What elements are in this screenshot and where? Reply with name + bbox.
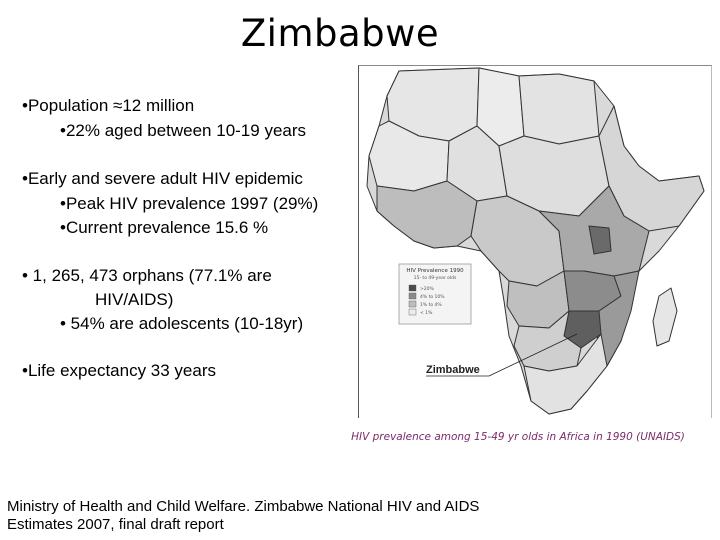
legend-label-1: >20% — [420, 286, 434, 292]
region-south-africa — [523, 333, 608, 415]
africa-map: HIV Prevalence 1990 15- to 49-year olds … — [358, 65, 712, 418]
africa-map-graphic: HIV Prevalence 1990 15- to 49-year olds … — [366, 67, 705, 415]
source-line-1: Ministry of Health and Child Welfare. Zi… — [7, 498, 480, 515]
zimbabwe-callout: Zimbabwe — [426, 333, 578, 377]
legend-subtitle: 15- to 49-year olds — [414, 275, 457, 281]
bullet-orphans-continued: HIV/AIDS) — [95, 290, 174, 309]
region-madagascar — [652, 287, 678, 347]
map-caption: HIV prevalence among 15-49 yr olds in Af… — [351, 431, 685, 443]
legend-label-4: < 1% — [420, 310, 433, 316]
legend-swatch-2 — [408, 292, 417, 300]
slide-title: Zimbabwe — [240, 12, 440, 55]
legend-label-3: 1% to 4% — [420, 302, 442, 308]
source-citation: Ministry of Health and Child Welfare. Zi… — [7, 498, 479, 534]
bullet-epidemic: •Early and severe adult HIV epidemic — [22, 169, 303, 188]
bullet-current-prevalence: •Current prevalence 15.6 % — [60, 218, 269, 237]
region-high-east — [588, 225, 612, 255]
region-northeast — [518, 73, 600, 145]
legend-swatch-4 — [408, 308, 417, 316]
region-west-coast — [376, 180, 478, 249]
bullet-orphans: • 1, 265, 473 orphans (77.1% are — [22, 266, 272, 285]
legend-label-2: 4% to 10% — [420, 294, 445, 300]
map-legend: HIV Prevalence 1990 15- to 49-year olds … — [398, 263, 472, 325]
bullet-adolescents: • 54% are adolescents (10-18yr) — [60, 314, 304, 333]
bullet-life-expectancy: •Life expectancy 33 years — [22, 361, 217, 380]
bullet-peak-prevalence: •Peak HIV prevalence 1997 (29%) — [60, 194, 319, 213]
bullet-population-aged: •22% aged between 10-19 years — [60, 121, 307, 140]
legend-title: HIV Prevalence 1990 — [406, 268, 464, 274]
legend-swatch-3 — [408, 300, 417, 308]
legend-swatch-1 — [408, 284, 417, 292]
source-line-2: Estimates 2007, final draft report — [7, 516, 224, 533]
bullet-population: •Population ≈12 million — [22, 96, 195, 115]
callout-label: Zimbabwe — [426, 364, 480, 376]
